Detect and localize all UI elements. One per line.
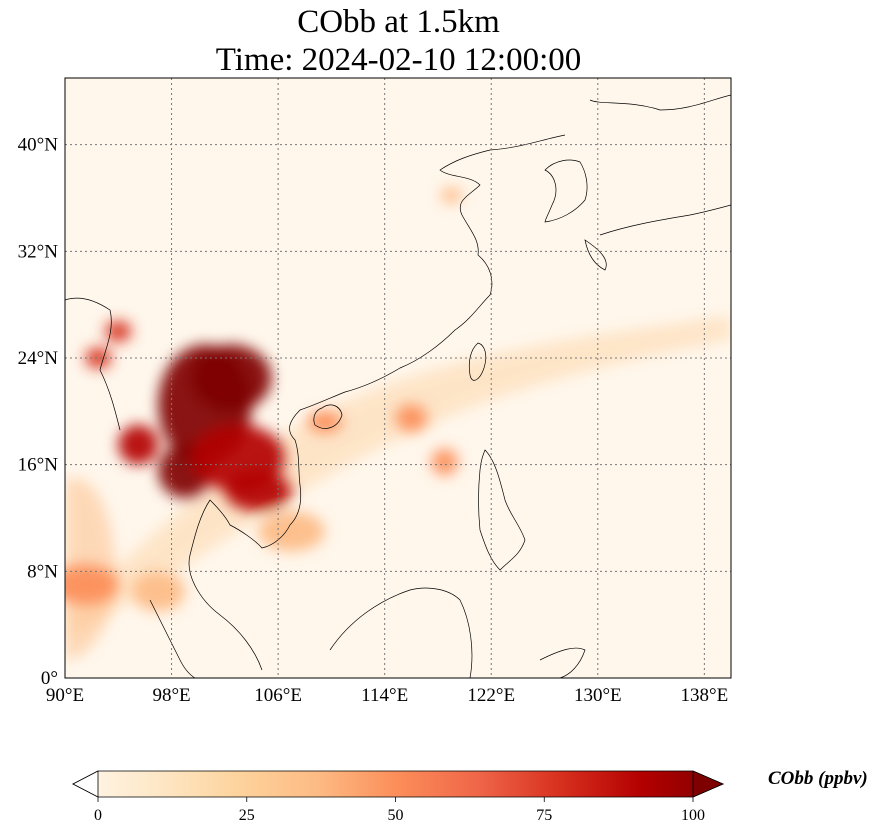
plume-14 [258, 511, 325, 552]
plume-5 [118, 424, 159, 465]
x-tick-label: 130°E [574, 685, 622, 706]
x-tick-label: 106°E [254, 685, 302, 706]
x-tick-label: 90°E [46, 685, 84, 706]
x-tick-label: 114°E [361, 685, 408, 706]
x-tick-label: 138°E [681, 685, 729, 706]
chart-title: CObb at 1.5km [297, 4, 500, 40]
plume-1 [191, 344, 272, 412]
plume-layer [65, 94, 731, 678]
plume-13 [440, 187, 462, 204]
colorbar-gradient [72, 770, 725, 798]
chart-subtitle: Time: 2024-02-10 12:00:00 [215, 42, 582, 78]
plume-11 [65, 564, 119, 605]
colorbar: 0 25 50 75 100 [72, 770, 725, 824]
gridlines [65, 78, 731, 678]
y-axis: 0° 8°N 16°N 24°N 32°N 40°N [18, 135, 59, 689]
y-tick-label: 16°N [18, 455, 59, 476]
plume-4 [224, 471, 292, 512]
colorbar-tick-label: 25 [239, 807, 255, 824]
colorbar-tick-label: 0 [94, 807, 102, 824]
map-frame [64, 77, 732, 679]
colorbar-extend-max [692, 770, 725, 798]
colorbar-tick-label: 100 [681, 807, 705, 824]
colorbar-extend-min [72, 770, 99, 798]
y-tick-label: 40°N [18, 135, 59, 156]
y-tick-label: 24°N [18, 348, 59, 369]
plume-9 [395, 404, 428, 432]
y-tick-label: 0° [41, 668, 58, 689]
colorbar-tick-label: 75 [536, 807, 552, 824]
diffuse-plume-band [68, 315, 731, 640]
plume-8 [307, 411, 343, 433]
coastlines [65, 94, 731, 678]
x-tick-label: 122°E [467, 685, 515, 706]
plume-10 [431, 448, 458, 476]
colorbar-label: CObb (ppbv) [768, 768, 868, 789]
x-tick-label: 98°E [152, 685, 190, 706]
plume-6 [104, 320, 132, 343]
y-tick-label: 8°N [27, 561, 58, 582]
colorbar-tick-label: 50 [388, 807, 404, 824]
plume-12 [131, 571, 185, 612]
plume-7 [84, 347, 112, 369]
x-axis: 90°E 98°E 106°E 114°E 122°E 130°E 138°E [46, 685, 728, 706]
y-tick-label: 32°N [18, 241, 59, 262]
